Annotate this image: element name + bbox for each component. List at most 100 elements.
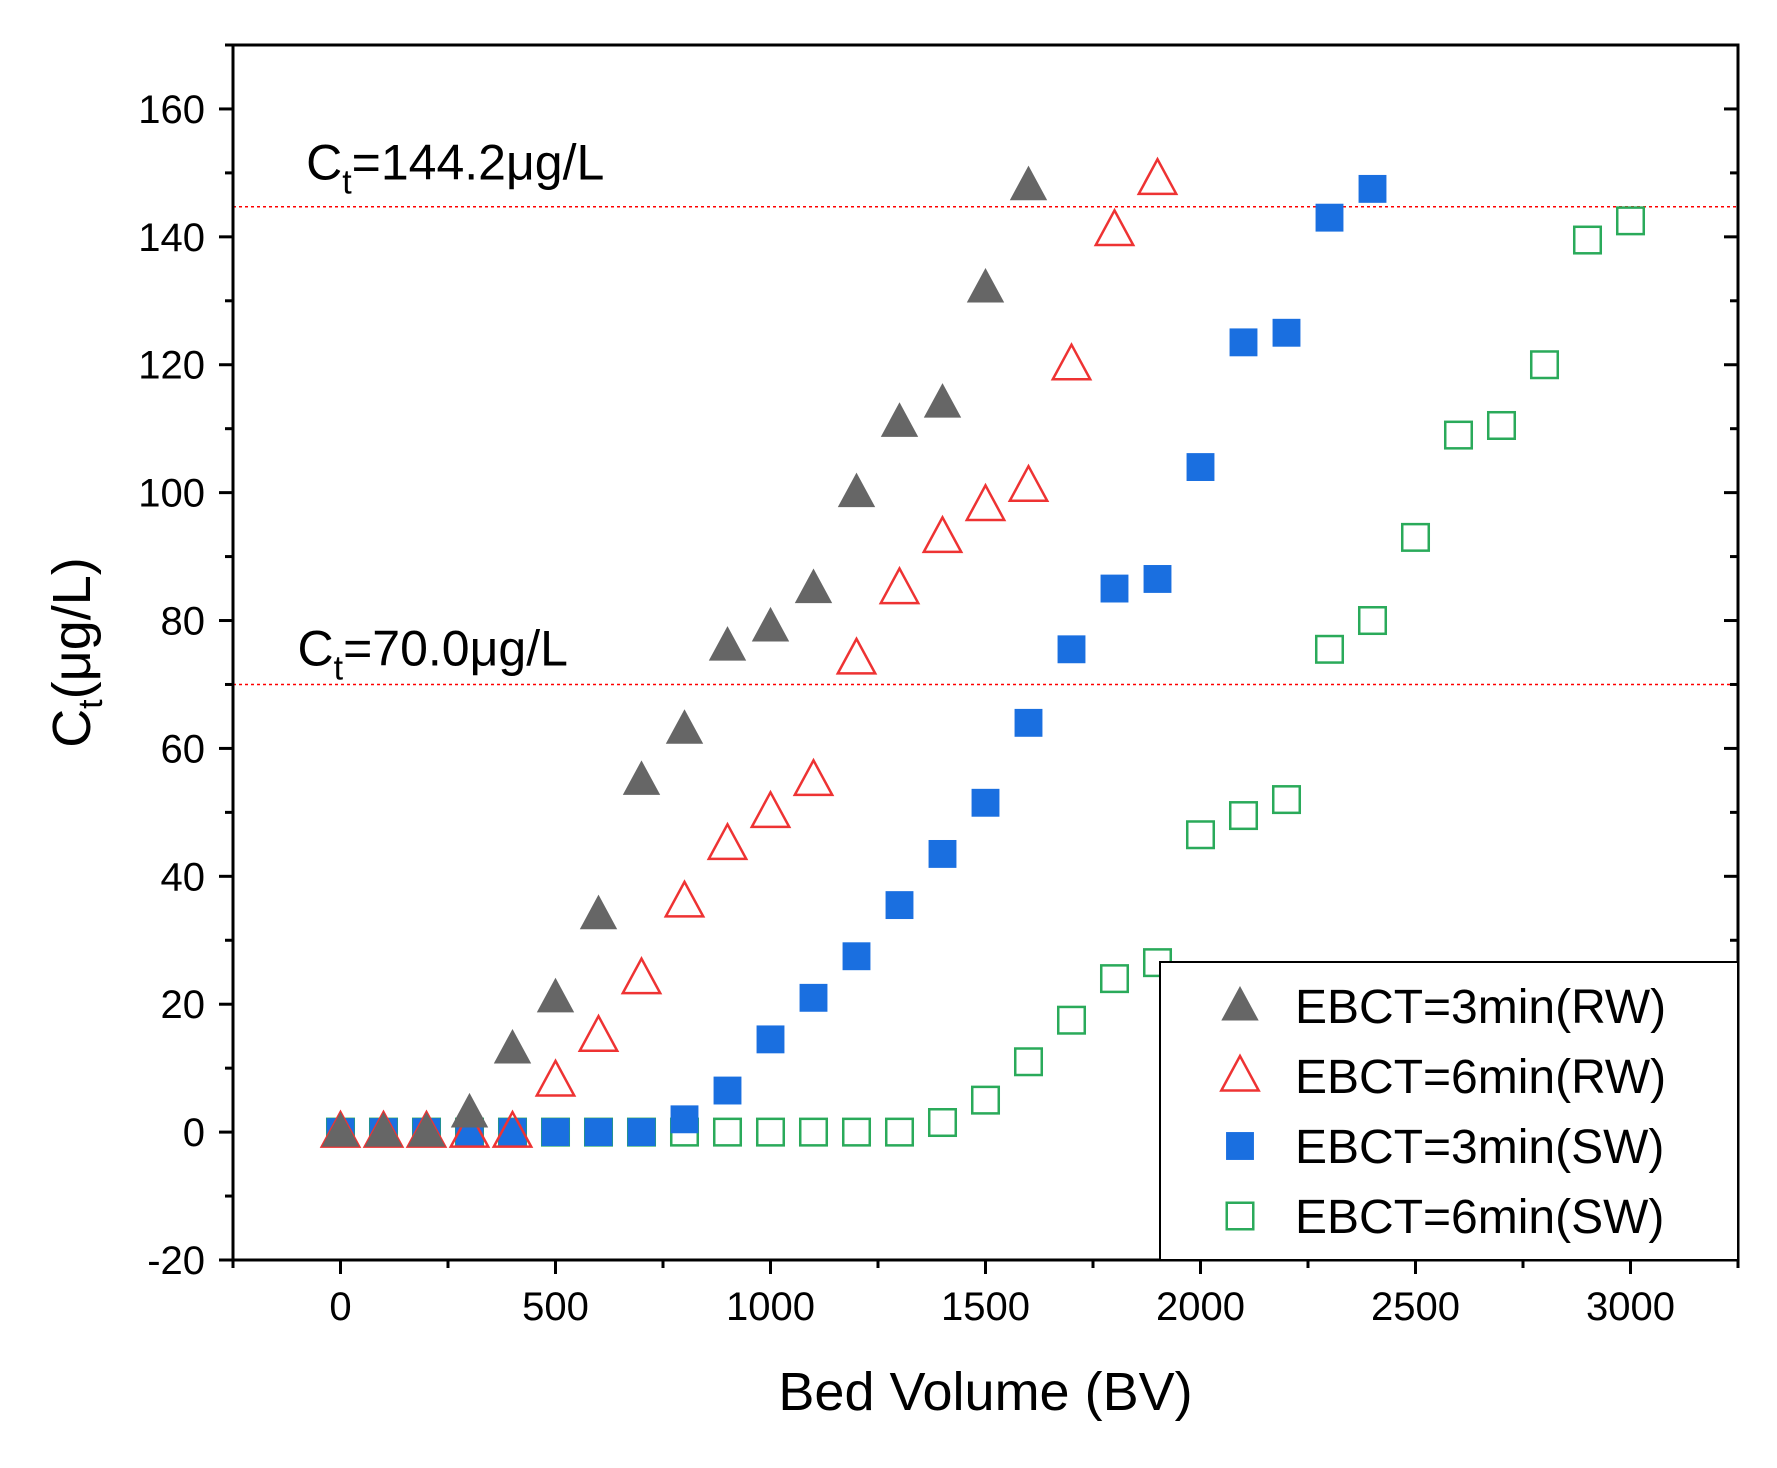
point-s1-p10 [749,789,792,829]
point-s3-p20 [1185,820,1216,850]
point-s2-p6 [584,1118,613,1147]
point-s3-p11 [798,1117,829,1147]
point-s0-p6 [579,894,618,930]
point-s1-p17 [1050,342,1093,381]
point-s2-p18 [1100,574,1129,603]
x-tick-label: 2500 [1371,1285,1460,1329]
series-0 [321,165,1048,1147]
point-s1-p9 [706,821,749,861]
y-axis-title-rest: (μg/L) [42,557,102,699]
point-s3-p14 [927,1108,958,1138]
point-s0-p11 [794,568,833,604]
reference-label-main-1: C [298,620,334,676]
legend-label-3: EBCT=6min(SW) [1295,1191,1664,1244]
y-tick-label: 160 [138,88,205,132]
point-s0-p4 [493,1028,532,1064]
point-s1-p3 [448,1109,491,1148]
point-s2-p12 [842,942,871,971]
point-s1-p15 [964,482,1007,522]
legend-marker-3 [1225,1201,1255,1231]
point-s3-p18 [1099,964,1130,994]
axis-labels: Bed Volume (BV) Ct(μg/L) [42,557,1193,1422]
point-s2-p21 [1229,328,1258,357]
reference-label-rest-0: =144.2μg/L [352,134,605,190]
point-s2-p9 [713,1076,742,1105]
point-s1-p5 [534,1058,577,1097]
x-tick-label: 0 [329,1285,351,1329]
point-s0-p13 [880,402,919,437]
point-s0-p14 [923,383,962,418]
point-s0-p3 [450,1092,489,1128]
point-s0-p1 [364,1112,403,1147]
point-s3-p23 [1314,634,1345,664]
point-s1-p11 [792,757,835,797]
x-tick-label: 2000 [1156,1285,1245,1329]
axis-ticks: 0 500 1000 1500 2000 2500 3000 -20 0 20 40 60 80 100 1… [138,43,1740,1329]
y-tick-label: 140 [138,216,205,260]
point-s0-p15 [966,267,1005,303]
point-s2-p7 [627,1118,656,1147]
point-s1-p7 [620,955,663,995]
y-tick-label: 20 [161,983,206,1027]
y-axis-title: Ct(μg/L) [42,557,110,748]
legend-marker-2 [1226,1132,1254,1160]
point-s2-p10 [756,1025,785,1054]
point-s2-p13 [885,891,914,920]
point-s3-p9 [712,1117,743,1147]
point-s3-p16 [1013,1047,1044,1077]
point-s1-p13 [878,565,921,605]
point-s3-p22 [1271,785,1302,815]
point-s2-p22 [1272,318,1301,347]
y-tick-label: 40 [161,855,206,899]
point-s1-p6 [577,1013,620,1052]
x-tick-label: 3000 [1586,1285,1675,1329]
point-s1-p14 [921,514,964,554]
y-tick-label: 120 [138,344,205,388]
legend-label-2: EBCT=3min(SW) [1295,1121,1664,1174]
y-tick-label: -20 [147,1239,205,1283]
legend-label-0: EBCT=3min(RW) [1295,981,1666,1034]
point-s3-p12 [841,1117,872,1147]
legend: EBCT=3min(RW) EBCT=6min(RW) EBCT=3min(SW) E… [1159,961,1739,1261]
legend-box [1159,961,1739,1261]
y-tick-label: 80 [161,600,206,644]
point-s0-p0 [321,1112,360,1147]
point-s2-p8 [670,1105,699,1134]
point-s0-p5 [536,977,575,1013]
point-s3-p21 [1228,801,1259,831]
point-s2-p23 [1315,203,1344,232]
point-s0-p10 [751,606,790,642]
y-tick-label: 0 [183,1111,205,1155]
point-s2-p17 [1057,635,1086,664]
point-s2-p5 [541,1118,570,1147]
point-s3-p29 [1572,225,1603,255]
reference-label-main-0: C [306,134,342,190]
point-s1-p4 [491,1109,534,1148]
point-s0-p8 [665,709,704,744]
point-s2-p15 [971,788,1000,817]
point-s1-p12 [835,636,878,675]
point-s2-p14 [928,839,957,868]
legend-label-1: EBCT=6min(RW) [1295,1051,1666,1104]
reference-label-0: Ct=144.2μg/L [306,134,604,201]
point-s3-p13 [884,1117,915,1147]
point-s3-p28 [1529,350,1560,380]
point-s3-p30 [1615,206,1646,236]
y-axis-title-main: C [42,709,102,748]
point-s3-p26 [1443,420,1474,450]
point-s3-p10 [755,1117,786,1147]
reference-label-sub-1: t [334,649,344,687]
point-s2-p4 [498,1118,527,1147]
point-s0-p2 [407,1112,446,1147]
point-s0-p16 [1009,165,1048,201]
point-s1-p18 [1093,207,1136,247]
x-tick-label: 500 [522,1285,589,1329]
y-axis-title-sub: t [72,699,110,709]
reference-label-rest-1: =70.0μg/L [343,620,568,676]
y-tick-label: 60 [161,727,206,771]
point-s0-p12 [837,472,876,508]
point-s1-p8 [663,879,706,918]
point-s3-p24 [1357,606,1388,636]
